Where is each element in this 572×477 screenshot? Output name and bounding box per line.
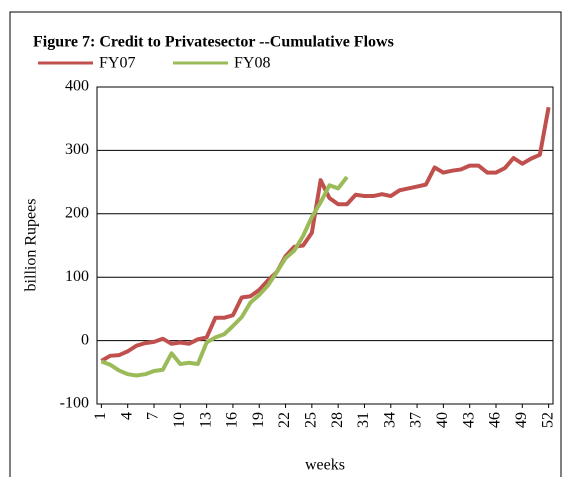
y-tick-label: 0 <box>81 331 89 348</box>
x-tick-label: 19 <box>250 412 267 428</box>
x-tick-label: 10 <box>171 412 188 428</box>
chart-title: Figure 7: Credit to Privatesector --Cumu… <box>33 34 394 51</box>
x-tick-label: 22 <box>276 412 293 428</box>
y-tick-label: 400 <box>65 78 89 95</box>
x-tick-label: 37 <box>408 412 425 428</box>
x-tick-label: 34 <box>381 412 398 428</box>
y-tick-label: 200 <box>65 204 89 221</box>
x-tick-label: 7 <box>145 412 162 420</box>
line-series <box>100 175 349 378</box>
y-tick-label: 100 <box>65 268 89 285</box>
x-tick-label: 40 <box>434 412 451 428</box>
x-tick-label: 52 <box>539 412 556 428</box>
y-tick-label: 300 <box>65 141 89 158</box>
x-tick-label: 49 <box>513 412 530 428</box>
chart-frame <box>9 11 562 477</box>
x-tick-label: 16 <box>224 412 241 428</box>
x-tick-label: 43 <box>460 412 477 428</box>
x-tick-label: 28 <box>329 412 346 428</box>
x-axis-title: weeks <box>305 457 345 474</box>
x-tick-label: 1 <box>92 412 109 420</box>
legend-label: FY08 <box>234 55 270 72</box>
x-tick-label: 46 <box>487 412 504 428</box>
line-series <box>100 106 551 363</box>
x-tick-label: 4 <box>118 412 135 420</box>
x-tick-label: 31 <box>355 412 372 428</box>
y-tick-label: -100 <box>60 395 89 412</box>
legend-label: FY07 <box>99 55 135 72</box>
x-tick-label: 13 <box>197 412 214 428</box>
y-axis-title: billion Rupees <box>23 199 40 292</box>
x-tick-label: 25 <box>303 412 320 428</box>
